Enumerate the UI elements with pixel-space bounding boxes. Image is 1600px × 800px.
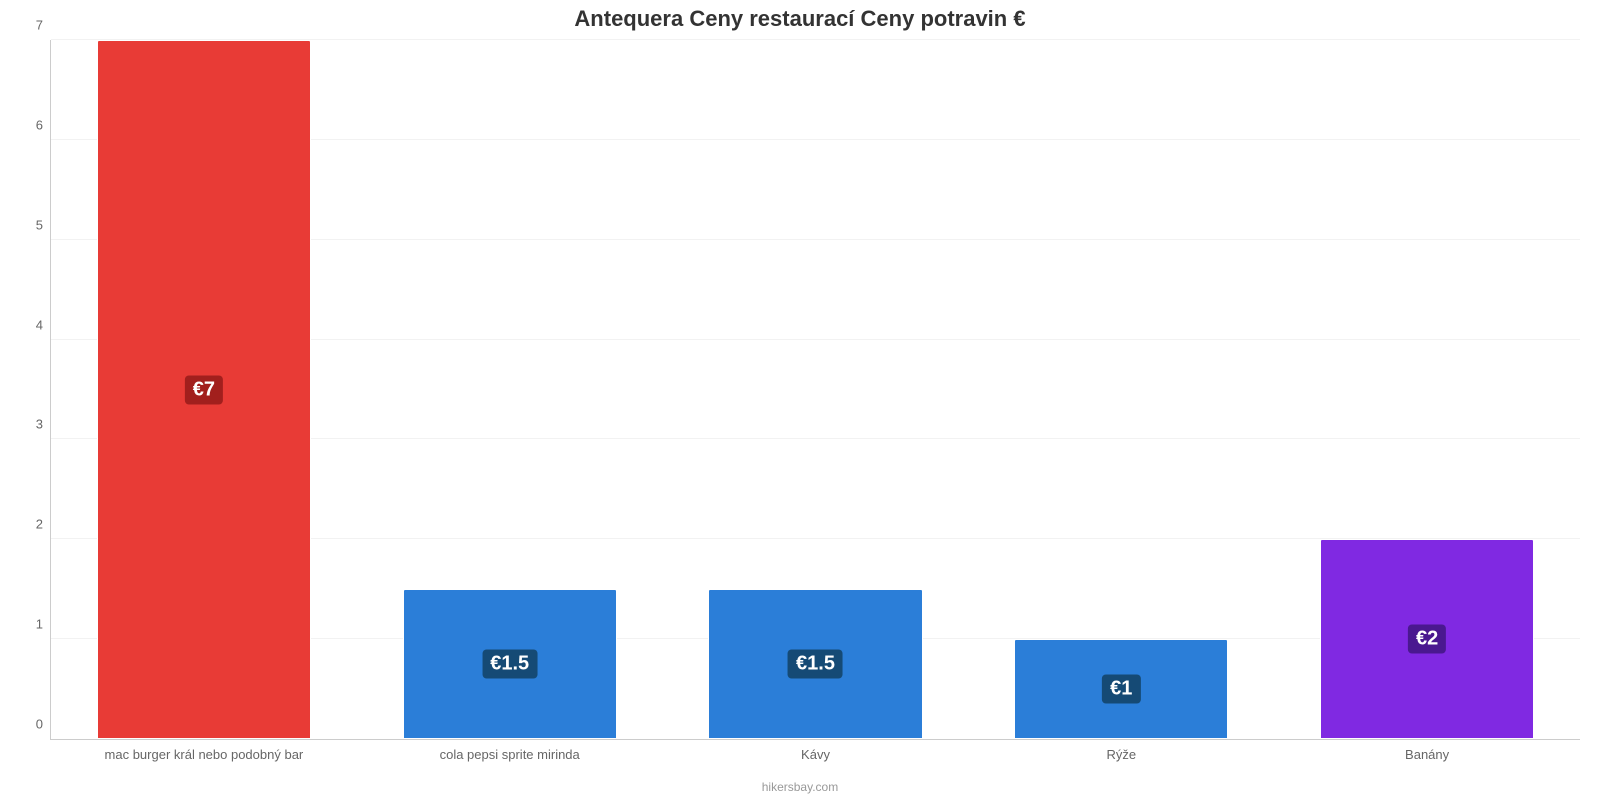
y-tick-label: 4 [36,317,51,332]
chart-title: Antequera Ceny restaurací Ceny potravin … [0,6,1600,32]
bar-value-label: €7 [185,375,223,404]
y-tick-label: 1 [36,617,51,632]
bar: €1 [1014,639,1228,739]
bar: €1.5 [403,589,617,739]
y-tick-label: 7 [36,18,51,33]
chart-container: Antequera Ceny restaurací Ceny potravin … [0,0,1600,800]
y-tick-label: 5 [36,217,51,232]
x-tick-label: Banány [1405,739,1449,762]
bar: €2 [1320,539,1534,739]
bar: €7 [97,40,311,739]
bar-value-label: €2 [1408,625,1446,654]
y-tick-label: 6 [36,117,51,132]
x-tick-label: Kávy [801,739,830,762]
x-tick-label: cola pepsi sprite mirinda [440,739,580,762]
y-tick-label: 0 [36,717,51,732]
bar-value-label: €1 [1102,675,1140,704]
y-tick-label: 2 [36,517,51,532]
bar-value-label: €1.5 [788,650,843,679]
bar: €1.5 [708,589,922,739]
plot-area: 01234567€7mac burger král nebo podobný b… [50,40,1580,740]
chart-credits: hikersbay.com [0,780,1600,794]
x-tick-label: Rýže [1106,739,1136,762]
x-tick-label: mac burger král nebo podobný bar [105,739,304,762]
y-tick-label: 3 [36,417,51,432]
bar-value-label: €1.5 [482,650,537,679]
